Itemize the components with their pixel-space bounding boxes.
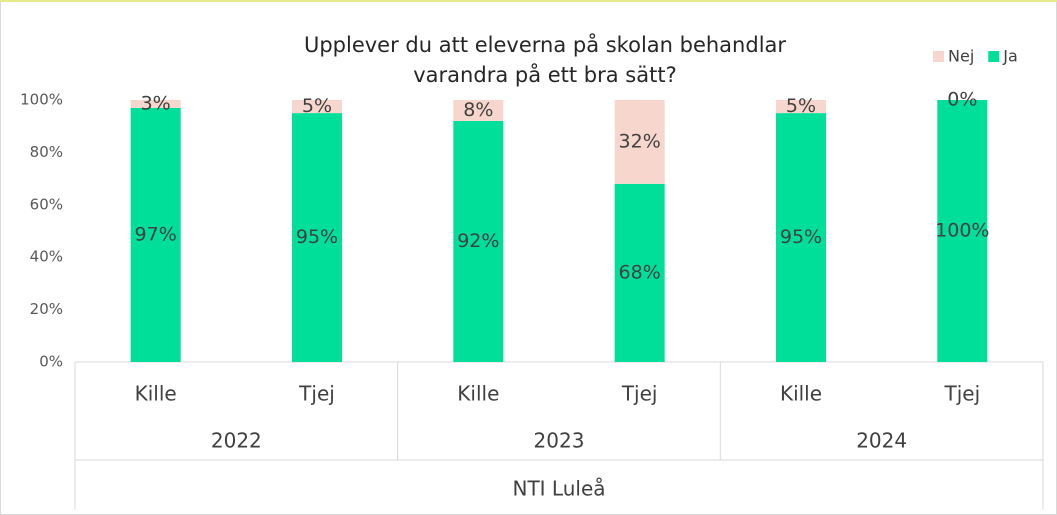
outer-group-label: NTI Luleå [512,477,605,501]
bar-segment [130,100,181,108]
legend-label: Nej [948,47,974,66]
data-label: 100% [935,220,989,242]
data-label: 5% [786,95,816,117]
data-label: 95% [296,226,338,248]
y-tick-label: 20% [30,300,63,318]
bar-segment [776,100,826,114]
y-tick-label: 60% [30,195,63,213]
chart-title: varandra på ett bra sätt? [413,62,676,87]
y-tick-label: 40% [30,248,63,266]
data-label: 32% [619,130,661,152]
bar-segment [937,100,988,362]
bar-segment [292,100,342,114]
chart-title: Upplever du att eleverna på skolan behan… [304,32,786,57]
y-tick-label: 0% [39,353,63,371]
bar-segment [614,183,665,362]
legend-swatch [933,51,944,62]
group-label: 2024 [856,429,907,453]
group-label: 2023 [534,429,585,453]
bar-segment [453,100,504,121]
group-label: 2022 [211,429,262,453]
y-tick-label: 80% [30,143,63,161]
x-tick-label: Kille [457,382,499,406]
x-tick-label: Tjej [298,382,335,406]
bar-segment [776,113,826,362]
bar-segment [292,113,342,362]
data-label: 8% [463,99,493,121]
data-label: 92% [457,230,499,252]
bar-segment [453,120,504,363]
legend-label: Ja [1002,47,1018,66]
x-tick-label: Kille [135,382,177,406]
legend-swatch [988,51,1000,62]
data-label: 97% [135,223,177,245]
data-label: 0% [947,89,977,111]
y-tick-label: 100% [20,91,63,109]
x-tick-label: Kille [780,382,822,406]
data-label: 3% [141,92,171,114]
x-tick-label: Tjej [621,382,658,406]
x-tick-label: Tjej [944,382,981,406]
data-label: 95% [780,226,822,248]
data-label: 68% [619,261,661,283]
bar-segment [614,100,665,184]
data-label: 5% [302,95,332,117]
bar-segment [130,107,181,362]
